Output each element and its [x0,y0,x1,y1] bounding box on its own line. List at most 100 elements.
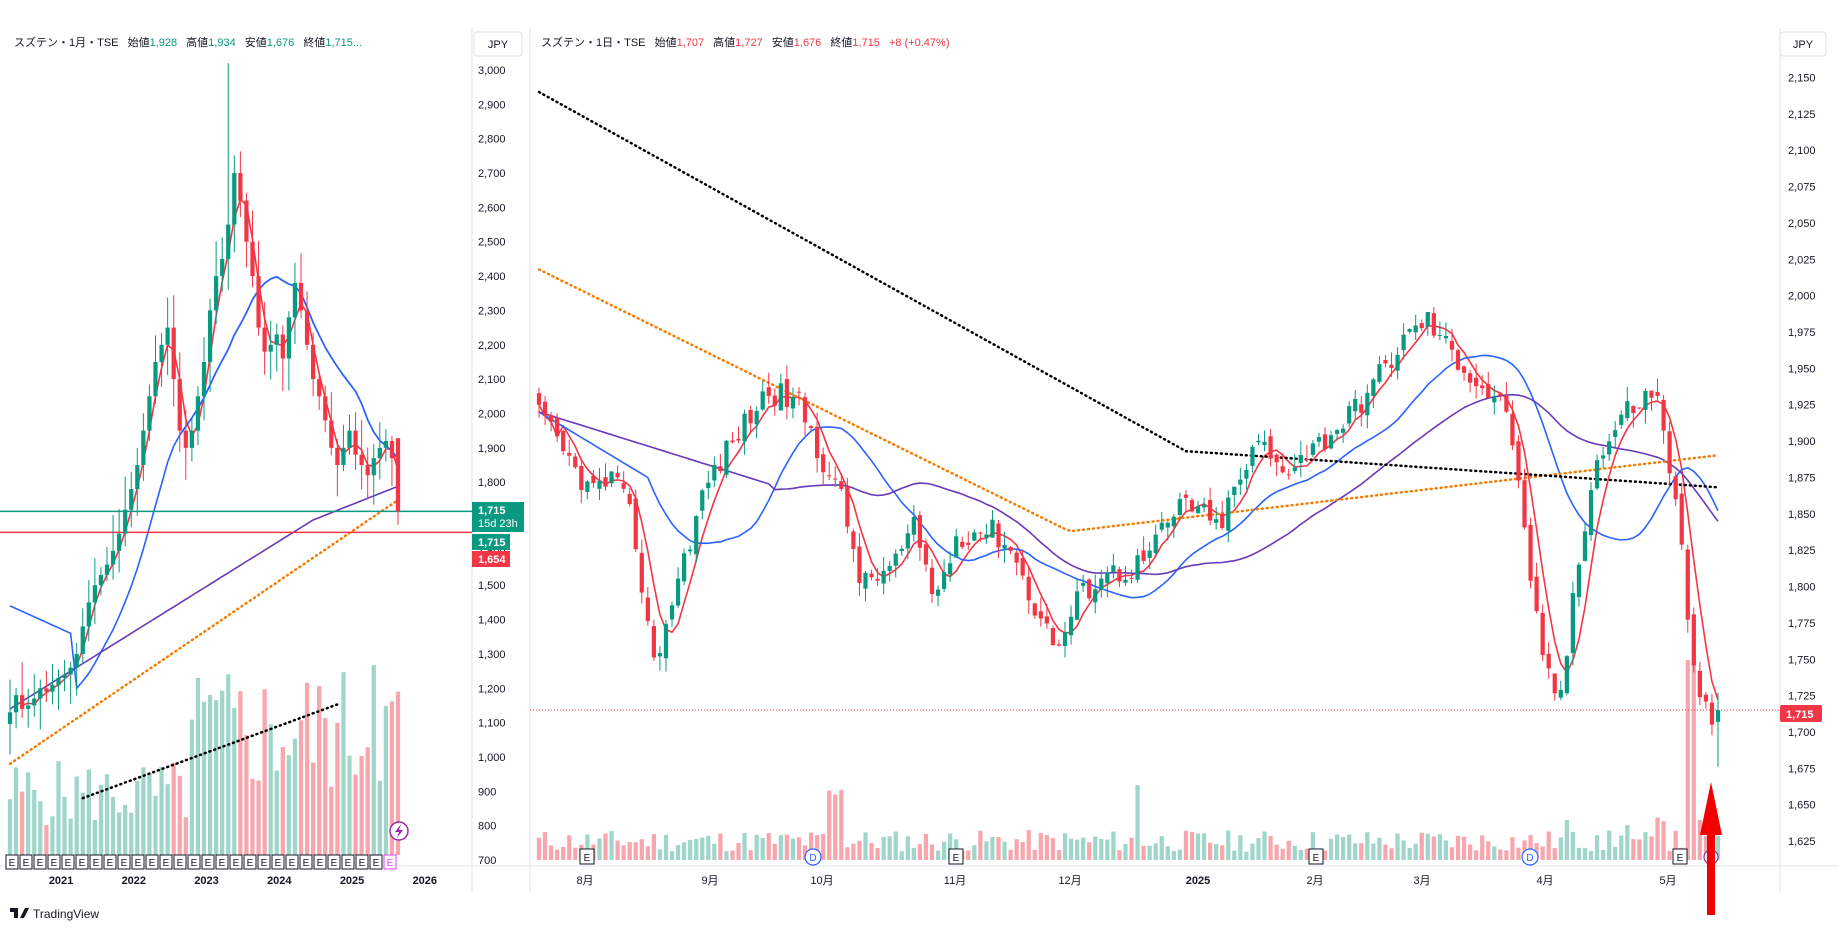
right-candle-body[interactable] [1117,569,1122,582]
right-candle-body[interactable] [1050,628,1056,645]
right-candle-body[interactable] [1431,313,1436,336]
right-candle-body[interactable] [790,397,796,409]
right-candle-body[interactable] [1474,377,1479,387]
left-candle-body[interactable] [232,173,237,225]
right-candle-body[interactable] [567,452,572,456]
right-candle-body[interactable] [893,553,898,566]
left-candle-body[interactable] [329,420,334,448]
right-candle-body[interactable] [754,410,759,425]
right-candle-body[interactable] [1129,577,1134,579]
tradingview-logo[interactable]: TradingView [10,907,99,921]
right-candle-body[interactable] [1371,379,1376,396]
right-candle-body[interactable] [1564,656,1569,694]
right-candle-body[interactable] [1582,531,1588,561]
earnings-marker[interactable] [1308,848,1324,865]
right-candle-body[interactable] [542,401,548,417]
left-earnings-marker[interactable] [327,854,341,870]
right-candle-body[interactable] [960,541,965,547]
left-candle-body[interactable] [201,361,207,397]
right-candle-body[interactable] [597,480,602,489]
right-candle-body[interactable] [972,532,977,541]
left-candle-body[interactable] [92,585,97,603]
right-candle-body[interactable] [1111,565,1116,572]
right-candle-body[interactable] [1709,702,1715,725]
right-candle-body[interactable] [1546,653,1551,669]
right-candle-body[interactable] [675,578,681,606]
right-candle-body[interactable] [760,391,765,410]
right-candle-body[interactable] [1008,547,1013,551]
right-candle-body[interactable] [857,546,862,584]
right-time-axis[interactable]: 8月 9月 10月 11月 12月 2025 2月 3月 4月 5月 [576,875,1676,887]
left-candle-body[interactable] [68,667,73,675]
right-candle-body[interactable] [1594,460,1600,489]
right-candle-body[interactable] [1177,499,1183,515]
left-candle-body[interactable] [50,684,55,692]
right-candle-body[interactable] [851,531,856,550]
right-candle-body[interactable] [1099,578,1104,590]
right-candle-body[interactable] [748,409,753,424]
left-candle-body[interactable] [220,258,225,277]
right-candle-body[interactable] [633,498,638,550]
left-earnings-marker[interactable] [19,854,33,870]
right-candle-body[interactable] [1359,404,1364,413]
right-candle-body[interactable] [706,482,711,489]
right-candle-body[interactable] [561,430,566,452]
left-candle-body[interactable] [153,361,158,397]
right-candle-body[interactable] [941,572,947,589]
left-earnings-marker[interactable] [257,854,271,870]
right-price-axis[interactable]: 2,150 2,125 2,100 2,075 2,050 2,025 2,000 1,975… [1788,72,1816,848]
right-candle-body[interactable] [1201,504,1207,508]
left-currency-button[interactable] [473,31,523,57]
left-legend[interactable]: スズテン・1月・TSE 始値1,928 高値1,934 安値1,676 終値1,… [14,35,362,49]
right-symbol-label[interactable]: スズテン・1日・TSE [541,35,646,49]
right-candle-body[interactable] [1425,311,1430,327]
left-candle-body[interactable] [44,688,49,692]
right-candle-body[interactable] [815,426,820,459]
left-candle-body[interactable] [171,327,176,380]
right-candle-body[interactable] [1347,406,1352,424]
right-candle-body[interactable] [827,475,832,477]
left-candle-body[interactable] [165,327,170,345]
left-candle-body[interactable] [159,344,164,362]
right-candle-body[interactable] [978,532,983,534]
left-candle-body[interactable] [298,282,304,311]
right-candle-body[interactable] [1274,454,1279,463]
right-candle-body[interactable] [645,597,650,622]
left-candle-body[interactable] [244,200,249,242]
left-candle-body[interactable] [74,653,79,668]
right-candle-body[interactable] [1038,611,1043,619]
dividend-marker[interactable] [1521,848,1539,866]
right-candle-body[interactable] [730,440,735,443]
right-candle-body[interactable] [548,415,554,422]
right-candle-body[interactable] [1141,550,1146,561]
left-earnings-marker[interactable] [103,854,117,870]
right-candle-body[interactable] [984,534,989,538]
right-candle-body[interactable] [1407,329,1412,332]
right-candle-body[interactable] [1268,436,1273,459]
right-candle-body[interactable] [621,483,626,489]
right-candle-body[interactable] [1189,499,1195,512]
left-earnings-marker[interactable] [187,854,201,870]
right-candle-body[interactable] [742,413,747,442]
right-candle-body[interactable] [669,605,675,620]
right-candle-body[interactable] [1135,555,1140,580]
right-candle-body[interactable] [1062,631,1068,647]
right-candle-body[interactable] [875,578,880,581]
right-candle-body[interactable] [905,533,910,549]
right-candle-body[interactable] [1395,354,1400,371]
right-candles[interactable] [536,306,1721,767]
right-candle-body[interactable] [863,572,868,589]
right-candle-body[interactable] [766,387,771,396]
right-candle-body[interactable] [802,397,808,423]
right-candle-body[interactable] [603,477,608,487]
left-earnings-marker[interactable] [271,854,285,870]
right-candle-body[interactable] [1220,514,1225,528]
right-candle-body[interactable] [1244,470,1249,479]
right-candle-body[interactable] [1643,390,1648,410]
left-candle-body[interactable] [20,695,25,709]
left-candle-body[interactable] [377,447,382,459]
right-candle-body[interactable] [1044,616,1049,624]
right-candle-body[interactable] [821,454,826,473]
right-candle-body[interactable] [1353,398,1358,412]
right-candle-body[interactable] [1123,579,1128,583]
